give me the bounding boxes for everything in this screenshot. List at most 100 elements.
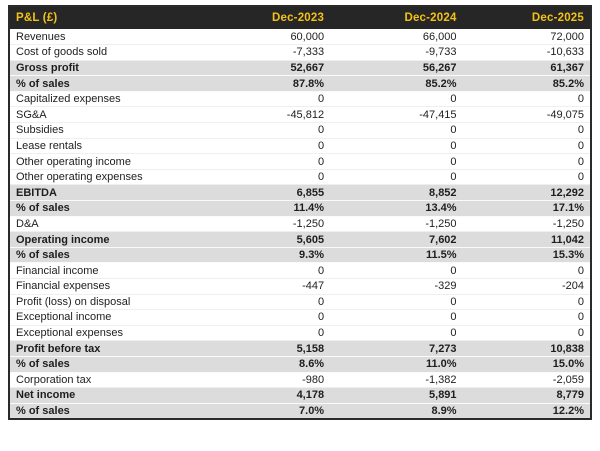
table-row: Lease rentals 0 0 0 bbox=[9, 138, 591, 155]
cell-value: 0 bbox=[330, 138, 463, 155]
row-label: Financial income bbox=[9, 262, 198, 279]
cell-value: 15.3% bbox=[462, 247, 591, 264]
cell-value: 0 bbox=[197, 153, 331, 170]
cell-value: 61,367 bbox=[462, 60, 591, 77]
table-row: Revenues 60,000 66,000 72,000 bbox=[9, 29, 591, 46]
cell-value: 60,000 bbox=[197, 29, 331, 46]
row-label: Profit before tax bbox=[9, 340, 198, 357]
cell-value: 17.1% bbox=[462, 200, 591, 217]
cell-value: -1,250 bbox=[462, 216, 591, 233]
cell-value: 15.0% bbox=[462, 356, 591, 373]
table-row-emphasis: Profit before tax 5,158 7,273 10,838 bbox=[9, 340, 591, 357]
cell-value: -1,382 bbox=[330, 372, 463, 389]
cell-value: 0 bbox=[462, 294, 591, 311]
cell-value: -47,415 bbox=[330, 106, 463, 124]
cell-value: 8.6% bbox=[197, 356, 331, 373]
row-label: Cost of goods sold bbox=[9, 44, 198, 61]
row-label: % of sales bbox=[9, 403, 198, 419]
cell-value: 12.2% bbox=[462, 403, 591, 419]
row-label: Exceptional income bbox=[9, 309, 198, 326]
table-row: Corporation tax -980 -1,382 -2,059 bbox=[9, 372, 591, 389]
pnl-table: P&L (£) Dec-2023 Dec-2024 Dec-2025 Reven… bbox=[8, 5, 592, 420]
cell-value: 85.2% bbox=[330, 75, 463, 92]
row-label: % of sales bbox=[9, 356, 198, 373]
table-row: Exceptional income 0 0 0 bbox=[9, 309, 591, 326]
cell-value: 4,178 bbox=[197, 387, 331, 404]
cell-value: 0 bbox=[197, 169, 331, 186]
cell-value: 0 bbox=[197, 122, 331, 139]
row-label: Net income bbox=[9, 387, 198, 404]
cell-value: 11.4% bbox=[197, 200, 331, 217]
table-row-emphasis: EBITDA 6,855 8,852 12,292 bbox=[9, 184, 591, 202]
cell-value: 0 bbox=[330, 262, 463, 279]
row-label: Lease rentals bbox=[9, 138, 198, 155]
column-header-dec-2023: Dec-2023 bbox=[197, 6, 331, 29]
cell-value: 8,852 bbox=[330, 184, 463, 202]
cell-value: 0 bbox=[330, 91, 463, 108]
cell-value: 52,667 bbox=[197, 60, 331, 77]
cell-value: 0 bbox=[197, 325, 331, 342]
cell-value: 0 bbox=[462, 153, 591, 170]
cell-value: 5,891 bbox=[330, 387, 463, 404]
cell-value: 0 bbox=[330, 294, 463, 311]
table-row-emphasis: % of sales 9.3% 11.5% 15.3% bbox=[9, 247, 591, 264]
row-label: Gross profit bbox=[9, 60, 198, 77]
cell-value: 0 bbox=[197, 262, 331, 279]
cell-value: 13.4% bbox=[330, 200, 463, 217]
row-label: Corporation tax bbox=[9, 372, 198, 389]
row-label: SG&A bbox=[9, 106, 198, 124]
cell-value: 7,273 bbox=[330, 340, 463, 357]
table-row: Cost of goods sold -7,333 -9,733 -10,633 bbox=[9, 44, 591, 61]
table-row-emphasis: Net income 4,178 5,891 8,779 bbox=[9, 387, 591, 404]
table-row: Financial expenses -447 -329 -204 bbox=[9, 278, 591, 295]
cell-value: 0 bbox=[330, 122, 463, 139]
cell-value: -1,250 bbox=[197, 216, 331, 233]
row-label: Other operating income bbox=[9, 153, 198, 170]
row-label: Operating income bbox=[9, 231, 198, 248]
cell-value: -10,633 bbox=[462, 44, 591, 61]
cell-value: 7.0% bbox=[197, 403, 331, 419]
cell-value: 56,267 bbox=[330, 60, 463, 77]
cell-value: 87.8% bbox=[197, 75, 331, 92]
table-row: Financial income 0 0 0 bbox=[9, 262, 591, 279]
table-row-emphasis: Gross profit 52,667 56,267 61,367 bbox=[9, 60, 591, 77]
cell-value: 8.9% bbox=[330, 403, 463, 419]
row-label: D&A bbox=[9, 216, 198, 233]
table-header-row: P&L (£) Dec-2023 Dec-2024 Dec-2025 bbox=[9, 6, 591, 29]
table-row: SG&A -45,812 -47,415 -49,075 bbox=[9, 106, 591, 124]
cell-value: 0 bbox=[462, 262, 591, 279]
cell-value: 0 bbox=[462, 309, 591, 326]
cell-value: 11.5% bbox=[330, 247, 463, 264]
cell-value: -7,333 bbox=[197, 44, 331, 61]
row-label: Financial expenses bbox=[9, 278, 198, 295]
cell-value: 0 bbox=[197, 294, 331, 311]
cell-value: 12,292 bbox=[462, 184, 591, 202]
row-label: Exceptional expenses bbox=[9, 325, 198, 342]
table-row: D&A -1,250 -1,250 -1,250 bbox=[9, 216, 591, 233]
cell-value: 11.0% bbox=[330, 356, 463, 373]
cell-value: -329 bbox=[330, 278, 463, 295]
row-label: Other operating expenses bbox=[9, 169, 198, 186]
cell-value: 5,605 bbox=[197, 231, 331, 248]
cell-value: 0 bbox=[330, 153, 463, 170]
cell-value: 0 bbox=[330, 325, 463, 342]
cell-value: 0 bbox=[330, 169, 463, 186]
row-label: Revenues bbox=[9, 29, 198, 46]
table-row: Exceptional expenses 0 0 0 bbox=[9, 325, 591, 342]
cell-value: -9,733 bbox=[330, 44, 463, 61]
cell-value: 0 bbox=[197, 91, 331, 108]
column-header-dec-2025: Dec-2025 bbox=[462, 6, 591, 29]
cell-value: 0 bbox=[462, 325, 591, 342]
cell-value: -49,075 bbox=[462, 106, 591, 124]
cell-value: 0 bbox=[197, 309, 331, 326]
row-label: Capitalized expenses bbox=[9, 91, 198, 108]
row-label: % of sales bbox=[9, 247, 198, 264]
table-row-emphasis: % of sales 11.4% 13.4% 17.1% bbox=[9, 200, 591, 217]
table-row-emphasis: % of sales 7.0% 8.9% 12.2% bbox=[9, 403, 591, 419]
row-label: % of sales bbox=[9, 200, 198, 217]
cell-value: 0 bbox=[462, 169, 591, 186]
table-row-emphasis: Operating income 5,605 7,602 11,042 bbox=[9, 231, 591, 248]
cell-value: 10,838 bbox=[462, 340, 591, 357]
cell-value: 85.2% bbox=[462, 75, 591, 92]
